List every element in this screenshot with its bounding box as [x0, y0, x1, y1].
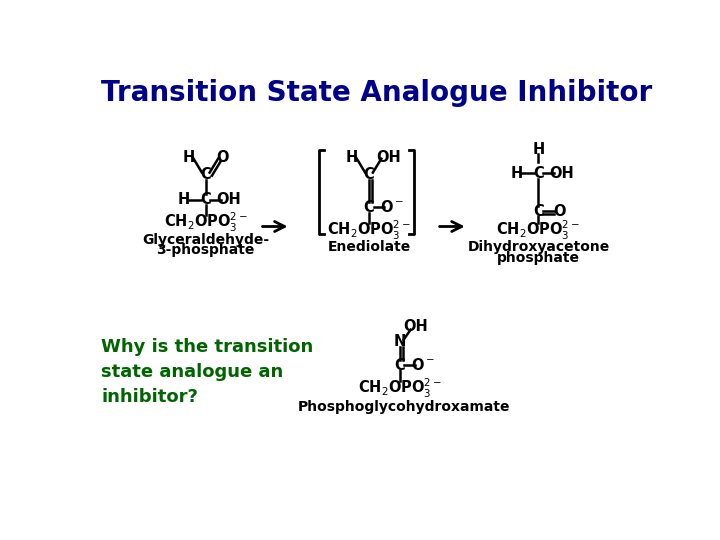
Text: H: H — [178, 192, 190, 207]
Text: C: C — [533, 204, 544, 219]
Text: O$^-$: O$^-$ — [411, 357, 435, 373]
Text: phosphate: phosphate — [497, 251, 580, 265]
Text: Phosphoglycohydroxamate: Phosphoglycohydroxamate — [297, 401, 510, 415]
Text: C: C — [200, 167, 211, 183]
Text: OH: OH — [217, 192, 241, 207]
Text: CH$_2$OPO$_3^{2-}$: CH$_2$OPO$_3^{2-}$ — [497, 219, 580, 242]
Text: Glyceraldehyde-: Glyceraldehyde- — [142, 233, 269, 247]
Text: C: C — [364, 200, 374, 215]
Text: OH: OH — [549, 166, 574, 181]
Text: 3-phosphate: 3-phosphate — [156, 244, 255, 258]
Text: H: H — [183, 150, 195, 165]
Text: O$^-$: O$^-$ — [380, 199, 404, 215]
Text: C: C — [533, 166, 544, 181]
Text: Why is the transition
state analogue an
inhibitor?: Why is the transition state analogue an … — [101, 338, 313, 406]
Text: C: C — [395, 357, 405, 373]
Text: O: O — [217, 150, 229, 165]
Text: H: H — [510, 166, 523, 181]
Text: CH$_2$OPO$_3^{2-}$: CH$_2$OPO$_3^{2-}$ — [358, 376, 442, 400]
Text: CH$_2$OPO$_3^{2-}$: CH$_2$OPO$_3^{2-}$ — [327, 219, 411, 242]
Text: N: N — [394, 334, 406, 349]
Text: H: H — [346, 150, 358, 165]
Text: O: O — [553, 204, 565, 219]
Text: Dihydroxyacetone: Dihydroxyacetone — [467, 240, 610, 254]
Text: Enediolate: Enediolate — [328, 240, 410, 254]
Text: C: C — [364, 167, 374, 183]
Text: OH: OH — [402, 319, 428, 334]
Text: CH$_2$OPO$_3^{2-}$: CH$_2$OPO$_3^{2-}$ — [164, 211, 248, 234]
Text: Transition State Analogue Inhibitor: Transition State Analogue Inhibitor — [101, 79, 652, 107]
Text: C: C — [200, 192, 211, 207]
Text: OH: OH — [376, 150, 400, 165]
Text: H: H — [532, 142, 544, 157]
